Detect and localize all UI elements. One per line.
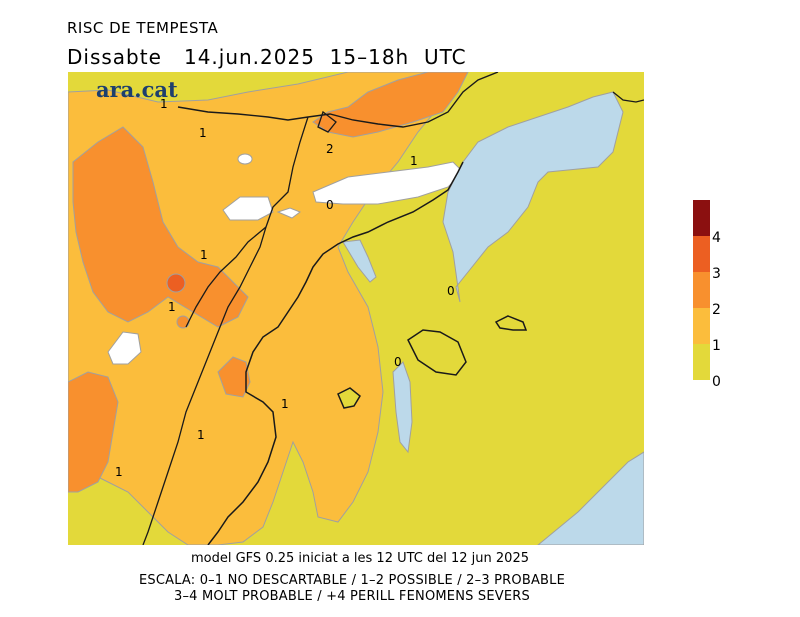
legend-tick: 1 [712, 338, 721, 354]
border-north [612, 91, 644, 103]
nodata-area-west [107, 331, 142, 365]
risk-zone-probable-southwest [68, 371, 119, 493]
storm-risk-map: 1 1 2 1 0 1 1 0 0 1 1 1 [68, 72, 644, 545]
legend-tick: 2 [712, 302, 721, 318]
map-subtitle: Dissabte 14.jun.2025 15–18h UTC [67, 45, 467, 69]
island-menorca [494, 315, 528, 331]
legend-swatch-0-1 [693, 344, 710, 380]
scale-description-2: 3–4 MOLT PROBABLE / +4 PERILL FENOMENS S… [174, 589, 530, 604]
risk-zone-probable-west [72, 126, 249, 328]
risk-zone-probable-spot [176, 315, 190, 329]
contour-label: 1 [168, 300, 176, 314]
contour-label: 1 [160, 97, 168, 111]
nodata-area-small [276, 207, 302, 219]
border-regional-2 [185, 226, 267, 328]
border-andorra [317, 110, 337, 133]
model-info: model GFS 0.25 iniciat a les 12 UTC del … [191, 551, 529, 566]
sea-area [442, 91, 624, 303]
risk-zone-probable-center [217, 356, 251, 398]
contour-label: 1 [115, 465, 123, 479]
island-ibiza [337, 387, 361, 409]
contour-label: 1 [199, 126, 207, 140]
sea-area-south [392, 361, 413, 454]
coastline [207, 161, 464, 545]
contour-label: 0 [394, 355, 402, 369]
map-title: RISC DE TEMPESTA [67, 19, 219, 37]
legend-tick: 4 [712, 230, 721, 246]
legend-swatch-1-2 [693, 308, 710, 344]
legend-swatch-3-4 [693, 236, 710, 272]
contour-label: 1 [200, 248, 208, 262]
legend-swatch-4plus [693, 200, 710, 236]
nodata-area-central [222, 196, 274, 221]
border-regional-1 [142, 116, 309, 545]
contour-label: 1 [281, 397, 289, 411]
border-france-spain [177, 72, 499, 128]
contour-label: 0 [326, 198, 334, 212]
scale-description-1: ESCALA: 0–1 NO DESCARTABLE / 1–2 POSSIBL… [138, 573, 566, 588]
risk-zone-very-probable [166, 273, 186, 293]
contour-label: 0 [447, 284, 455, 298]
sea-area-balearic-gap [342, 239, 377, 283]
nodata-area-dot [237, 153, 253, 165]
contour-label: 1 [197, 428, 205, 442]
contour-label: 1 [410, 154, 418, 168]
brand-logo: ara.cat [96, 77, 178, 102]
island-mallorca [407, 329, 467, 376]
legend-tick: 0 [712, 374, 721, 388]
color-scale-legend: 4 3 2 1 0 [693, 200, 721, 388]
sea-area-southeast [537, 451, 644, 545]
legend-tick: 3 [712, 266, 721, 282]
contour-label: 2 [326, 142, 334, 156]
legend-swatch-2-3 [693, 272, 710, 308]
